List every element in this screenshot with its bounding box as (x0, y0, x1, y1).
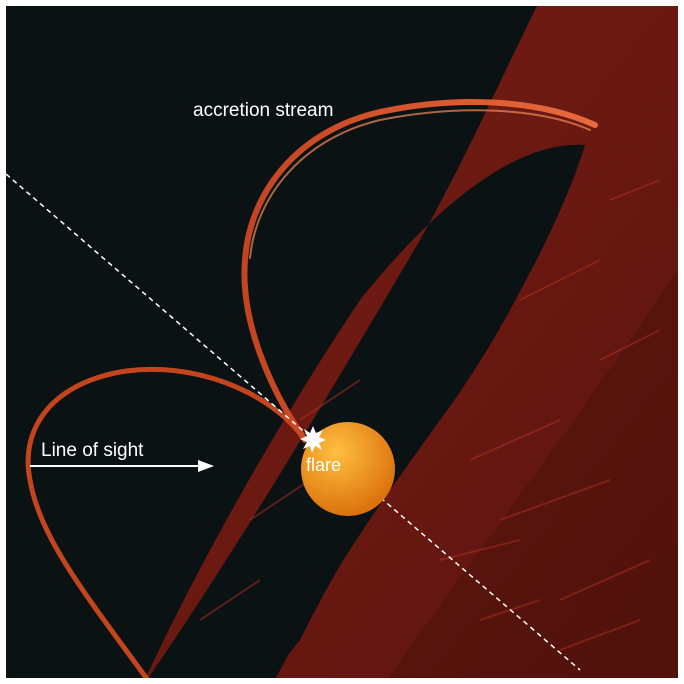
line-of-sight-arrow (30, 460, 214, 472)
torus-disk (145, 6, 678, 678)
accretion-stream-label: accretion stream (193, 100, 334, 121)
torus-inner-hole (166, 145, 585, 678)
flare-label: flare (306, 455, 342, 475)
accretion-stream (241, 99, 598, 443)
torus-texture (199, 179, 661, 651)
accretion-stream-highlight (249, 109, 591, 259)
flare-icon (300, 426, 326, 453)
torus-shadow (388, 268, 678, 678)
line-of-sight-dashed (6, 173, 581, 671)
line-of-sight-label: Line of sight (41, 440, 144, 461)
stream-loop-left (25, 366, 308, 678)
star-sphere (301, 422, 395, 516)
